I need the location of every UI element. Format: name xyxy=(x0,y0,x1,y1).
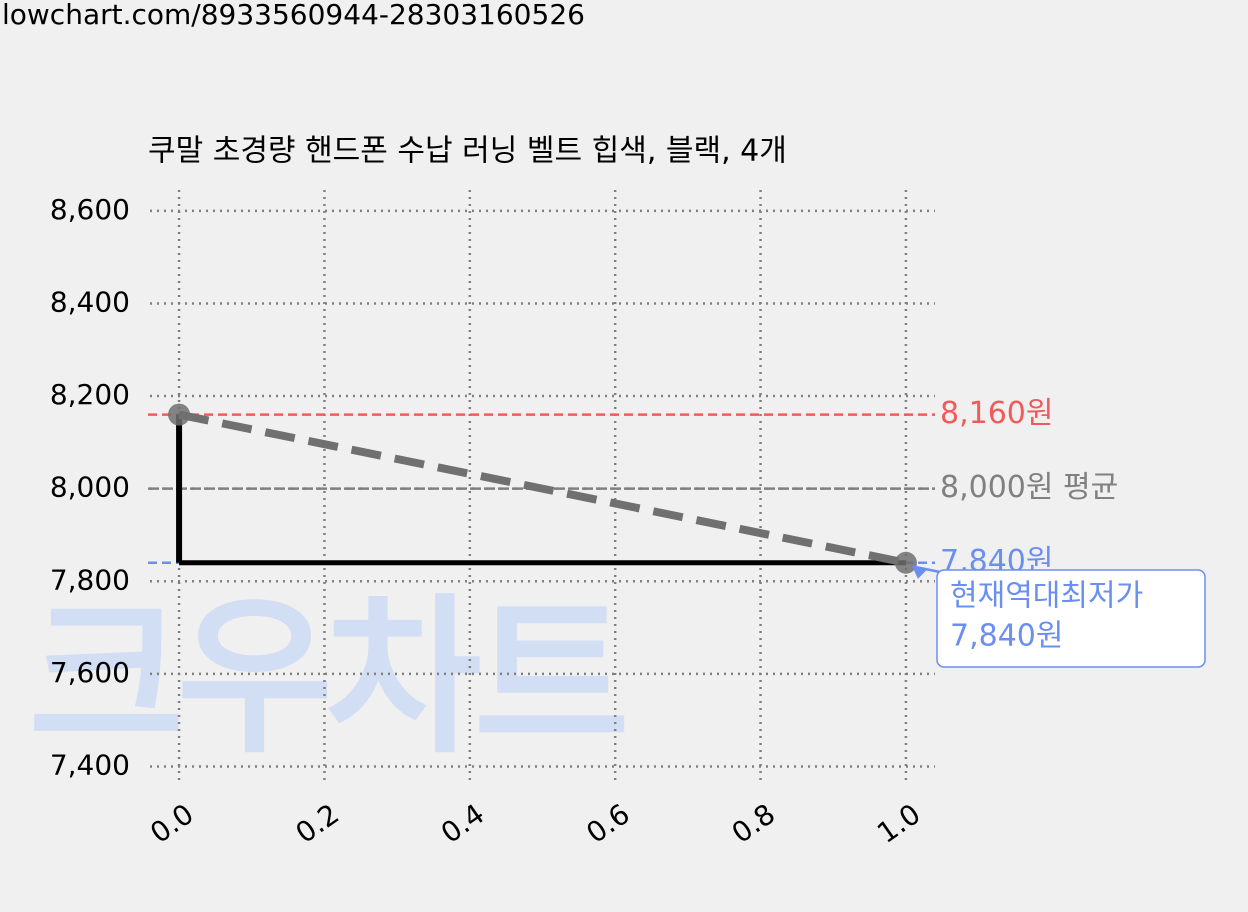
watermark: 크우차트 xyxy=(28,579,624,777)
y-tick-label: 7,800 xyxy=(50,563,130,596)
point-marker xyxy=(894,551,917,574)
x-tick-label: 0.4 xyxy=(435,797,490,850)
y-tick-label: 7,600 xyxy=(50,656,130,689)
annotation-arrowhead xyxy=(911,565,928,579)
reference-label: 8,160원 xyxy=(940,396,1053,431)
y-tick-label: 8,200 xyxy=(50,378,130,411)
y-tick-label: 8,600 xyxy=(50,193,130,226)
x-tick-label: 1.0 xyxy=(871,797,926,850)
trend-line xyxy=(178,410,907,567)
url: lowchart.com/8933560944-28303160526 xyxy=(2,0,585,31)
annotation-text: 7,840원 xyxy=(950,619,1063,654)
y-tick-label: 8,400 xyxy=(50,285,130,318)
x-tick-label: 0.8 xyxy=(726,797,781,850)
y-tick-label: 8,000 xyxy=(50,471,130,504)
reference-label: 8,000원 평균 xyxy=(940,470,1118,505)
x-tick-label: 0.6 xyxy=(580,797,635,850)
annotation-text: 현재역대최저가 xyxy=(950,579,1143,614)
x-tick-label: 0.0 xyxy=(144,797,199,850)
point-marker xyxy=(168,403,191,426)
x-tick-label: 0.2 xyxy=(290,797,345,850)
annotation-box xyxy=(936,569,1206,668)
chart-title: 쿠말 초경량 핸드폰 수납 러닝 벨트 힙색, 블랙, 4개 xyxy=(148,134,787,169)
y-tick-label: 7,400 xyxy=(50,748,130,781)
